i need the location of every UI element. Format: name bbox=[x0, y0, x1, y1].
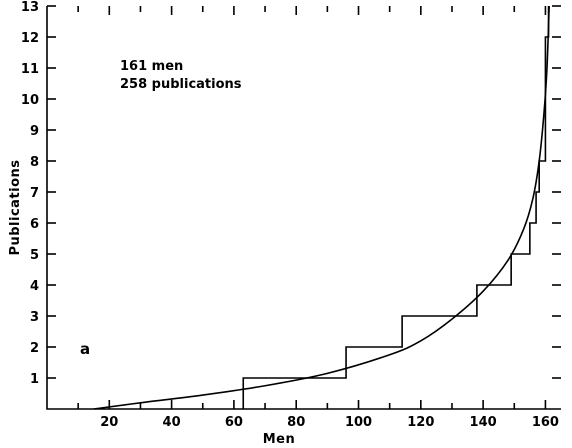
y-tick-label: 13 bbox=[21, 0, 39, 15]
y-tick-label: 3 bbox=[30, 310, 39, 325]
y-tick-label: 1 bbox=[30, 372, 39, 387]
y-tick-label: 8 bbox=[30, 155, 39, 170]
x-tick-label: 60 bbox=[225, 415, 243, 430]
y-tick-label: 10 bbox=[21, 93, 39, 108]
x-tick-label: 100 bbox=[345, 415, 372, 430]
annotation-men-count: 161 men bbox=[120, 59, 183, 74]
x-tick-label: 160 bbox=[532, 415, 559, 430]
step-series-line bbox=[242, 6, 550, 409]
annotation-publication-count: 258 publications bbox=[120, 77, 242, 92]
y-tick-label: 9 bbox=[30, 124, 39, 139]
y-axis-title: Publications bbox=[8, 159, 23, 255]
y-tick-label: 12 bbox=[21, 31, 39, 46]
x-axis-title: Men bbox=[263, 432, 296, 447]
panel-label: a bbox=[80, 340, 90, 358]
y-tick-label: 11 bbox=[21, 62, 39, 77]
x-tick-label: 80 bbox=[287, 415, 305, 430]
x-tick-label: 20 bbox=[100, 415, 118, 430]
x-tick-label: 140 bbox=[470, 415, 497, 430]
fitted-curve-line bbox=[93, 5, 550, 410]
x-tick-label: 120 bbox=[407, 415, 434, 430]
y-tick-label: 7 bbox=[30, 186, 39, 201]
y-tick-label: 6 bbox=[30, 217, 39, 232]
series bbox=[93, 5, 550, 410]
x-tick-label: 40 bbox=[163, 415, 181, 430]
y-tick-label: 4 bbox=[30, 279, 39, 294]
y-tick-label: 2 bbox=[30, 341, 39, 356]
y-tick-label: 5 bbox=[30, 248, 39, 263]
